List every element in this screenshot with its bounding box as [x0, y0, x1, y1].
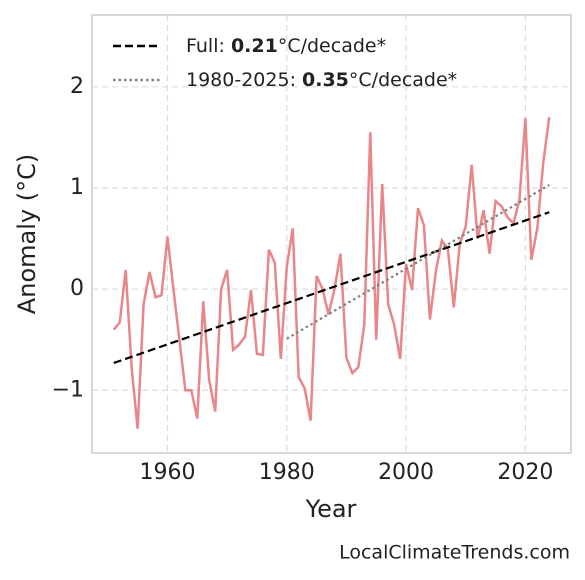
legend-text: 0.21 — [231, 35, 278, 57]
legend-text: °C/decade* — [278, 35, 386, 57]
x-tick-label: 1960 — [139, 460, 195, 485]
series-line — [113, 211, 550, 365]
x-tick-label: 1980 — [259, 460, 315, 485]
series-line — [286, 183, 550, 340]
legend-label: 1980-2025: 0.35°C/decade* — [186, 69, 457, 91]
source: LocalClimateTrends.com — [339, 542, 570, 564]
y-tick-label: 0 — [70, 276, 84, 301]
legend-text: 1980-2025: — [186, 69, 302, 91]
y-tick-label: 2 — [70, 74, 84, 99]
legend-text: Full: — [186, 35, 231, 57]
legend-text: 0.35 — [302, 69, 349, 91]
x-axis-label: Year — [305, 495, 357, 523]
legend-text: °C/decade* — [349, 69, 457, 91]
x-tick-label: 2020 — [497, 460, 553, 485]
y-axis-label: Anomaly (°C) — [13, 154, 41, 314]
marks — [112, 117, 551, 429]
x-tick-label: 2000 — [378, 460, 434, 485]
y-tick-label: 1 — [70, 175, 84, 200]
grid — [92, 15, 571, 453]
y-tick-label: −1 — [52, 377, 84, 402]
legend-label: Full: 0.21°C/decade* — [186, 35, 386, 57]
